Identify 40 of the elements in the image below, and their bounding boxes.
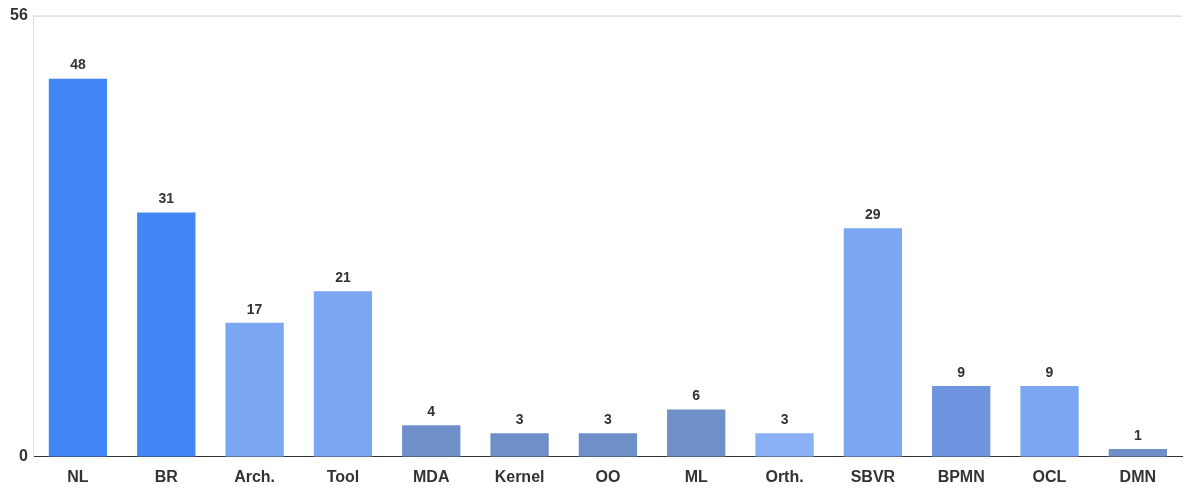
bar xyxy=(48,78,108,457)
bar xyxy=(843,228,903,457)
x-tick-label: OCL xyxy=(1032,467,1067,485)
data-label: 31 xyxy=(158,190,175,207)
x-tick-label: DMN xyxy=(1119,467,1157,485)
data-label: 48 xyxy=(70,56,86,73)
bar xyxy=(667,409,726,457)
data-label: 3 xyxy=(515,411,524,428)
bar xyxy=(402,425,461,457)
bar xyxy=(313,291,373,457)
bar xyxy=(1020,385,1079,457)
data-label: 17 xyxy=(246,300,263,317)
bar xyxy=(225,322,284,457)
bar xyxy=(490,433,549,457)
bar xyxy=(578,433,638,457)
x-tick-label: SBVR xyxy=(850,467,896,485)
data-label: 9 xyxy=(1045,363,1054,380)
x-tick-label: Kernel xyxy=(494,467,545,485)
x-tick-label: Arch. xyxy=(234,467,276,485)
bar xyxy=(932,385,991,457)
data-label: 29 xyxy=(865,206,881,223)
x-tick-label: MDA xyxy=(413,467,450,485)
data-label: 21 xyxy=(335,269,351,286)
x-tick-label: BR xyxy=(154,467,179,485)
x-tick-label: ML xyxy=(684,467,708,485)
data-label: 1 xyxy=(1133,426,1142,443)
data-label: 9 xyxy=(957,363,966,380)
bar xyxy=(137,212,196,457)
data-label: 4 xyxy=(427,403,436,420)
data-label: 3 xyxy=(780,411,789,428)
x-tick-label: Orth. xyxy=(765,467,804,485)
y-tick-label: 56 xyxy=(10,6,28,24)
x-tick-label: OO xyxy=(595,467,621,485)
x-tick-label: Tool xyxy=(326,467,360,485)
data-label: 3 xyxy=(604,411,612,428)
y-tick-label: 0 xyxy=(18,447,28,465)
x-tick-label: BPMN xyxy=(937,467,985,485)
x-tick-label: NL xyxy=(67,467,89,485)
bar xyxy=(755,433,814,457)
data-label: 6 xyxy=(692,387,701,404)
